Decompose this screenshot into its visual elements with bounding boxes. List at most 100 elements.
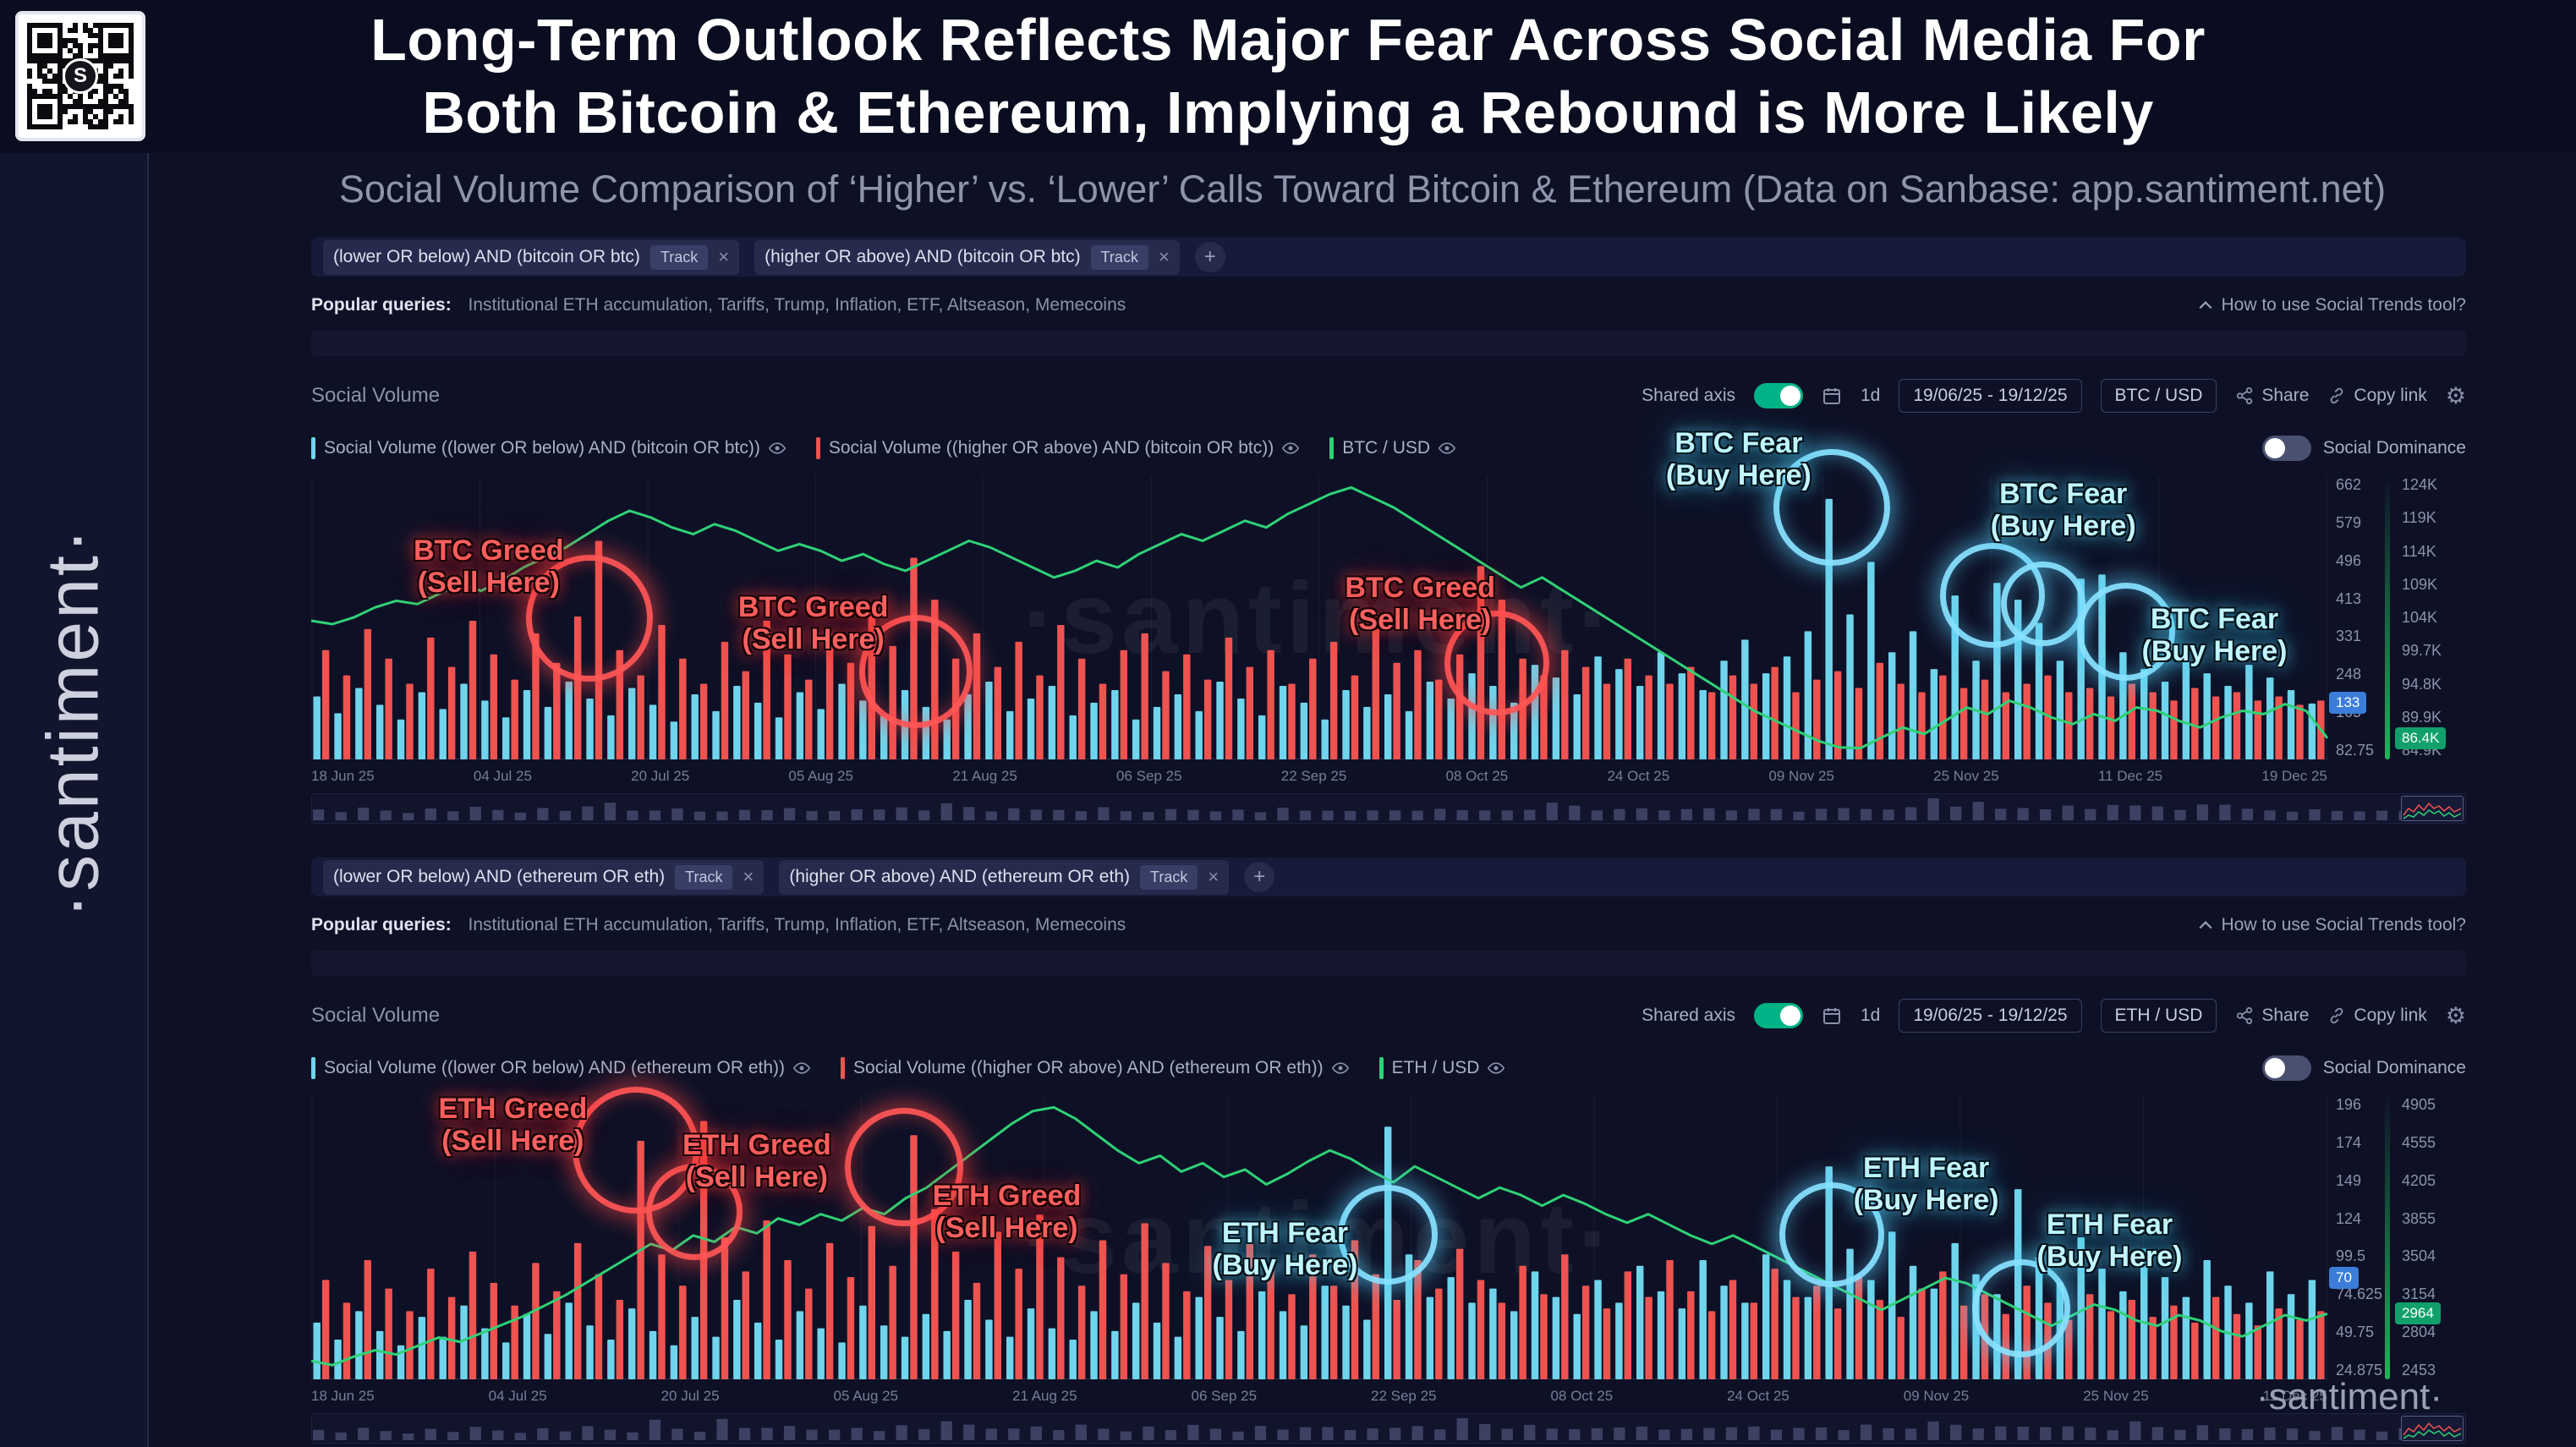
gear-icon[interactable]: ⚙ bbox=[2445, 382, 2466, 409]
volume-axis-tick: 496 bbox=[2336, 551, 2362, 569]
legend-label: Social Volume ((higher OR above) AND (bi… bbox=[828, 438, 1274, 458]
volume-axis-tick: 579 bbox=[2336, 513, 2362, 531]
legend-item-price[interactable]: BTC / USD bbox=[1329, 437, 1456, 459]
interval-selector[interactable]: 1d bbox=[1861, 1006, 1881, 1025]
volume-axis-tick: 99.5 bbox=[2336, 1247, 2366, 1265]
social-trends-search[interactable]: (lower OR below) AND (bitcoin OR btc) Tr… bbox=[311, 238, 2466, 277]
x-axis-label: 09 Nov 25 bbox=[1903, 1388, 1970, 1404]
volume-axis-tick: 82.75 bbox=[2336, 741, 2375, 759]
x-axis-label: 05 Aug 25 bbox=[833, 1388, 899, 1404]
chevron-up-icon bbox=[2198, 920, 2213, 930]
eth-panel: (lower OR below) AND (ethereum OR eth) T… bbox=[149, 858, 2576, 1444]
timeline-scrubber[interactable] bbox=[311, 1413, 2466, 1444]
gear-icon[interactable]: ⚙ bbox=[2445, 1002, 2466, 1029]
volume-axis-tick: 124 bbox=[2336, 1209, 2362, 1227]
timeline-scrubber[interactable] bbox=[311, 793, 2466, 824]
date-range-selector[interactable]: 19/06/25 - 19/12/25 bbox=[1899, 379, 2082, 413]
shared-axis-toggle[interactable] bbox=[1754, 383, 1803, 408]
popular-queries-list[interactable]: Institutional ETH accumulation, Tariffs,… bbox=[468, 915, 1126, 935]
popular-queries-label: Popular queries: bbox=[311, 915, 452, 935]
scrubber-preview[interactable] bbox=[2401, 1416, 2464, 1441]
legend-item-higher[interactable]: Social Volume ((higher OR above) AND (et… bbox=[841, 1057, 1349, 1079]
legend-label: Social Volume ((higher OR above) AND (et… bbox=[853, 1058, 1324, 1077]
x-axis-label: 22 Sep 25 bbox=[1280, 768, 1347, 784]
eye-icon[interactable] bbox=[1439, 440, 1456, 457]
copy-link-button[interactable]: Copy link bbox=[2327, 1006, 2427, 1026]
query-chip-higher[interactable]: (higher OR above) AND (bitcoin OR btc) T… bbox=[754, 239, 1180, 275]
shared-axis-label: Shared axis bbox=[1642, 386, 1735, 405]
price-axis-tick: 94.8K bbox=[2402, 675, 2442, 693]
track-button[interactable]: Track bbox=[1140, 864, 1198, 890]
x-axis-label: 08 Oct 25 bbox=[1445, 768, 1509, 784]
legend-item-lower[interactable]: Social Volume ((lower OR below) AND (eth… bbox=[311, 1057, 811, 1079]
calendar-icon[interactable] bbox=[1822, 386, 1842, 406]
x-axis-label: 11 Dec 25 bbox=[2262, 1388, 2327, 1404]
query-chip-lower[interactable]: (lower OR below) AND (ethereum OR eth) T… bbox=[323, 859, 765, 895]
track-button[interactable]: Track bbox=[675, 864, 733, 890]
asset-pair-selector[interactable]: ETH / USD bbox=[2100, 999, 2217, 1033]
volume-axis-tick: 174 bbox=[2336, 1133, 2362, 1151]
price-axis-tick: 99.7K bbox=[2402, 642, 2442, 660]
toggle-knob bbox=[2264, 438, 2285, 458]
help-text: How to use Social Trends tool? bbox=[2221, 915, 2467, 935]
close-icon[interactable]: × bbox=[1158, 246, 1170, 267]
page-subtitle: Social Volume Comparison of ‘Higher’ vs.… bbox=[338, 167, 2387, 211]
asset-pair-selector[interactable]: BTC / USD bbox=[2100, 379, 2217, 413]
popular-queries-row: Popular queries: Institutional ETH accum… bbox=[311, 295, 2466, 315]
legend-label: Social Volume ((lower OR below) AND (bit… bbox=[324, 438, 760, 458]
volume-axis-tick: 74.625 bbox=[2336, 1285, 2383, 1303]
eye-icon[interactable] bbox=[1488, 1060, 1505, 1077]
price-axis-tick: 4905 bbox=[2402, 1096, 2436, 1113]
social-trends-help-link[interactable]: How to use Social Trends tool? bbox=[2198, 915, 2467, 935]
price-axis-tick: 2453 bbox=[2402, 1361, 2436, 1378]
legend-swatch bbox=[311, 1057, 315, 1079]
share-button[interactable]: Share bbox=[2235, 386, 2309, 406]
chart-region: ·santiment· BTC Greed (Sell Here) BTC Gree… bbox=[310, 427, 2466, 787]
track-button[interactable]: Track bbox=[649, 244, 709, 270]
brand-sidebar: ·santiment· bbox=[0, 153, 149, 1447]
eye-icon[interactable] bbox=[793, 1060, 811, 1077]
popular-queries-list[interactable]: Institutional ETH accumulation, Tariffs,… bbox=[468, 295, 1126, 315]
social-trends-search[interactable]: (lower OR below) AND (ethereum OR eth) T… bbox=[311, 858, 2466, 896]
social-dominance-toggle[interactable] bbox=[2261, 1055, 2311, 1081]
eye-icon[interactable] bbox=[1282, 440, 1300, 457]
link-icon bbox=[2327, 1006, 2346, 1025]
close-icon[interactable]: × bbox=[1208, 866, 1219, 887]
x-axis: 18 Jun 25 04 Jul 25 20 Jul 25 05 Aug 25 21 A… bbox=[311, 759, 2327, 787]
chart-region: ·santiment· ETH Greed (Sell Here) ETH Gree… bbox=[310, 1086, 2466, 1406]
x-axis-label: 21 Aug 25 bbox=[1012, 1388, 1077, 1404]
legend-label: ETH / USD bbox=[1391, 1058, 1480, 1077]
close-icon[interactable]: × bbox=[718, 246, 730, 267]
social-trends-help-link[interactable]: How to use Social Trends tool? bbox=[2198, 295, 2466, 315]
add-query-button[interactable]: + bbox=[1194, 242, 1225, 272]
date-range-selector[interactable]: 19/06/25 - 19/12/25 bbox=[1899, 999, 2082, 1033]
scrubber-preview[interactable] bbox=[2401, 796, 2464, 821]
popular-queries-label: Popular queries: bbox=[311, 295, 452, 315]
secondary-input-bar[interactable] bbox=[311, 951, 2466, 976]
share-button[interactable]: Share bbox=[2235, 1006, 2309, 1026]
secondary-input-bar[interactable] bbox=[311, 331, 2466, 356]
legend-item-lower[interactable]: Social Volume ((lower OR below) AND (bit… bbox=[311, 437, 786, 459]
x-axis-label: 05 Aug 25 bbox=[788, 768, 853, 784]
legend-item-higher[interactable]: Social Volume ((higher OR above) AND (bi… bbox=[815, 437, 1300, 459]
main-content: (lower OR below) AND (bitcoin OR btc) Tr… bbox=[149, 226, 2576, 1444]
copy-link-button[interactable]: Copy link bbox=[2327, 386, 2427, 406]
query-chip-higher[interactable]: (higher OR above) AND (ethereum OR eth) … bbox=[779, 859, 1230, 895]
eye-icon[interactable] bbox=[768, 440, 786, 457]
shared-axis-toggle[interactable] bbox=[1754, 1003, 1803, 1028]
share-icon bbox=[2235, 1006, 2254, 1025]
interval-selector[interactable]: 1d bbox=[1861, 386, 1881, 405]
social-dominance-toggle[interactable] bbox=[2261, 436, 2311, 461]
query-chip-lower[interactable]: (lower OR below) AND (bitcoin OR btc) Tr… bbox=[323, 239, 740, 275]
track-button[interactable]: Track bbox=[1090, 244, 1148, 270]
close-icon[interactable]: × bbox=[743, 866, 754, 887]
chart-plot[interactable]: ·santiment· BTC Greed (Sell Here) BTC Gree… bbox=[310, 427, 2329, 759]
chart-plot[interactable]: ·santiment· ETH Greed (Sell Here) ETH Gree… bbox=[310, 1086, 2328, 1379]
santiment-vertical-brand: ·santiment· bbox=[32, 526, 114, 918]
calendar-icon[interactable] bbox=[1822, 1006, 1842, 1026]
toggle-knob bbox=[1780, 386, 1800, 406]
legend-item-price[interactable]: ETH / USD bbox=[1378, 1057, 1505, 1079]
add-query-button[interactable]: + bbox=[1244, 862, 1275, 892]
eye-icon[interactable] bbox=[1331, 1060, 1349, 1077]
volume-axis-tick: 49.75 bbox=[2336, 1324, 2375, 1341]
